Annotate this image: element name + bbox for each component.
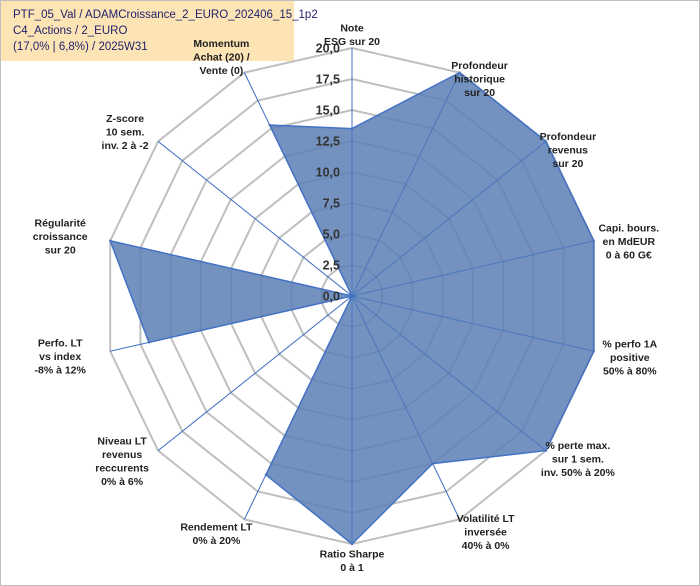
axis-spoke-overlay-12 [157, 141, 353, 297]
axis-spoke-overlay-10 [110, 295, 353, 352]
axis-label-line: % perte max. [546, 440, 611, 452]
axis-label-2: Profondeur revenus sur 20 [540, 131, 597, 170]
data-point-2 [544, 140, 548, 143]
axis-label-line: 0 à 60 G€ [606, 249, 652, 261]
axis-spoke-overlay-8 [244, 295, 353, 520]
axis-label-line: Profondeur [540, 131, 597, 143]
axis-label-12: Z-score 10 sem. inv. 2 à -2 [102, 113, 149, 152]
data-point-6 [431, 462, 434, 465]
axis-label-line: reccurents [95, 462, 149, 474]
header-category-line: C4_Actions / 2_EURO [13, 25, 128, 37]
axis-spoke-overlay-9 [157, 295, 353, 451]
axis-label-line: revenus [102, 449, 142, 461]
axis-label-9: Niveau LT revenus reccurents 0% à 6% [95, 435, 149, 488]
axis-label-line: Volatilité LT [457, 513, 516, 525]
axis-label-line: 40% à 0% [462, 540, 511, 552]
data-point-10 [147, 341, 151, 344]
axis-label-line: Ratio Sharpe [320, 548, 385, 560]
axis-label-line: inversée [464, 526, 507, 538]
axis-label-0: Note ESG sur 20 [324, 22, 380, 48]
axis-label-line: 0% à 20% [192, 535, 241, 547]
axis-label-line: sur 20 [552, 158, 583, 170]
axis-label-5: % perte max. sur 1 sem. inv. 50% à 20% [541, 440, 616, 479]
header-portfolio-line: PTF_05_Val / ADAMCroissance_2_EURO_20240… [13, 9, 318, 21]
axis-label-line: en MdEUR [603, 236, 656, 248]
axis-label-line: Perfo. LT [38, 338, 83, 350]
axis-label-3: Capi. bours. en MdEUR 0 à 60 G€ [598, 222, 659, 261]
axis-label-line: 0% à 6% [101, 476, 144, 488]
tick-label-4: 10,0 [316, 166, 340, 180]
axis-label-line: ESG sur 20 [324, 36, 380, 48]
axis-spoke-overlay-1 [351, 72, 460, 297]
data-point-0 [350, 127, 354, 130]
tick-label-8: 20,0 [316, 42, 340, 56]
axis-label-line: Momentum [193, 38, 249, 50]
axis-label-13: Momentum Achat (20) / Vente (0) [193, 38, 250, 77]
axis-label-6: Volatilité LT inversée 40% à 0% [457, 513, 516, 552]
tick-label-1: 2,5 [323, 259, 340, 273]
data-point-11 [109, 239, 112, 242]
axis-label-10: Perfo. LT vs index -8% à 12% [35, 338, 87, 377]
axis-spoke-overlay-5 [351, 295, 547, 451]
axis-label-line: croissance [33, 231, 88, 243]
axis-label-8: Rendement LT 0% à 20% [180, 522, 253, 548]
axis-spoke-overlay-2 [351, 141, 547, 297]
axis-label-line: Vente (0) [200, 65, 244, 77]
data-point-7 [350, 542, 354, 546]
axis-spoke-overlay-3 [351, 240, 594, 297]
data-point-12 [350, 294, 354, 298]
axis-label-line: Note [340, 22, 363, 34]
chart-header: PTF_05_Val / ADAMCroissance_2_EURO_20240… [1, 1, 318, 61]
tick-label-6: 15,0 [316, 104, 340, 118]
axis-label-line: Niveau LT [97, 435, 147, 447]
axis-label-line: Achat (20) / [193, 52, 250, 64]
axis-label-line: inv. 2 à -2 [102, 140, 149, 152]
axis-label-line: 50% à 80% [603, 366, 657, 378]
axis-label-line: -8% à 12% [35, 365, 87, 377]
axis-label-line: % perfo 1A [602, 339, 657, 351]
axis-spoke-overlay-11 [110, 240, 353, 297]
axis-spoke-overlay-6 [351, 295, 460, 520]
tick-label-3: 7,5 [323, 197, 340, 211]
axis-label-1: Profondeur historique sur 20 [451, 60, 508, 99]
header-stats-line: (17,0% | 6,8%) / 2025W31 [13, 41, 148, 53]
data-point-13 [268, 123, 271, 127]
tick-label-7: 17,5 [316, 73, 340, 87]
axis-spoke-overlay-4 [351, 295, 594, 352]
data-point-1 [458, 71, 461, 74]
axis-label-line: Z-score [106, 113, 144, 125]
tick-label-2: 5,0 [323, 228, 340, 242]
axis-label-line: Régularité [35, 217, 87, 229]
axis-label-line: historique [454, 74, 505, 86]
tick-label-0: 0,0 [323, 290, 340, 304]
axis-label-line: inv. 50% à 20% [541, 467, 616, 479]
axis-label-line: 10 sem. [106, 126, 145, 138]
axis-label-11: Régularité croissance sur 20 [33, 217, 88, 256]
data-point-5 [544, 449, 548, 452]
data-point-4 [592, 350, 595, 353]
axis-label-line: revenus [548, 144, 588, 156]
axis-label-line: Capi. bours. [598, 222, 659, 234]
axis-label-line: Rendement LT [180, 522, 253, 534]
axis-label-line: sur 20 [464, 87, 495, 99]
axis-spoke-overlay-13 [244, 72, 353, 297]
data-point-3 [592, 239, 595, 242]
axis-label-line: 0 à 1 [340, 562, 364, 574]
axis-label-4: % perfo 1A positive 50% à 80% [602, 339, 657, 378]
axis-label-7: Ratio Sharpe 0 à 1 [320, 548, 385, 574]
axis-label-line: vs index [39, 351, 81, 363]
axis-label-line: sur 1 sem. [552, 454, 604, 466]
axis-label-line: Profondeur [451, 60, 508, 72]
axis-label-line: sur 20 [45, 244, 76, 256]
data-point-8 [264, 473, 268, 476]
axis-label-line: positive [610, 352, 650, 364]
tick-label-5: 12,5 [316, 135, 340, 149]
